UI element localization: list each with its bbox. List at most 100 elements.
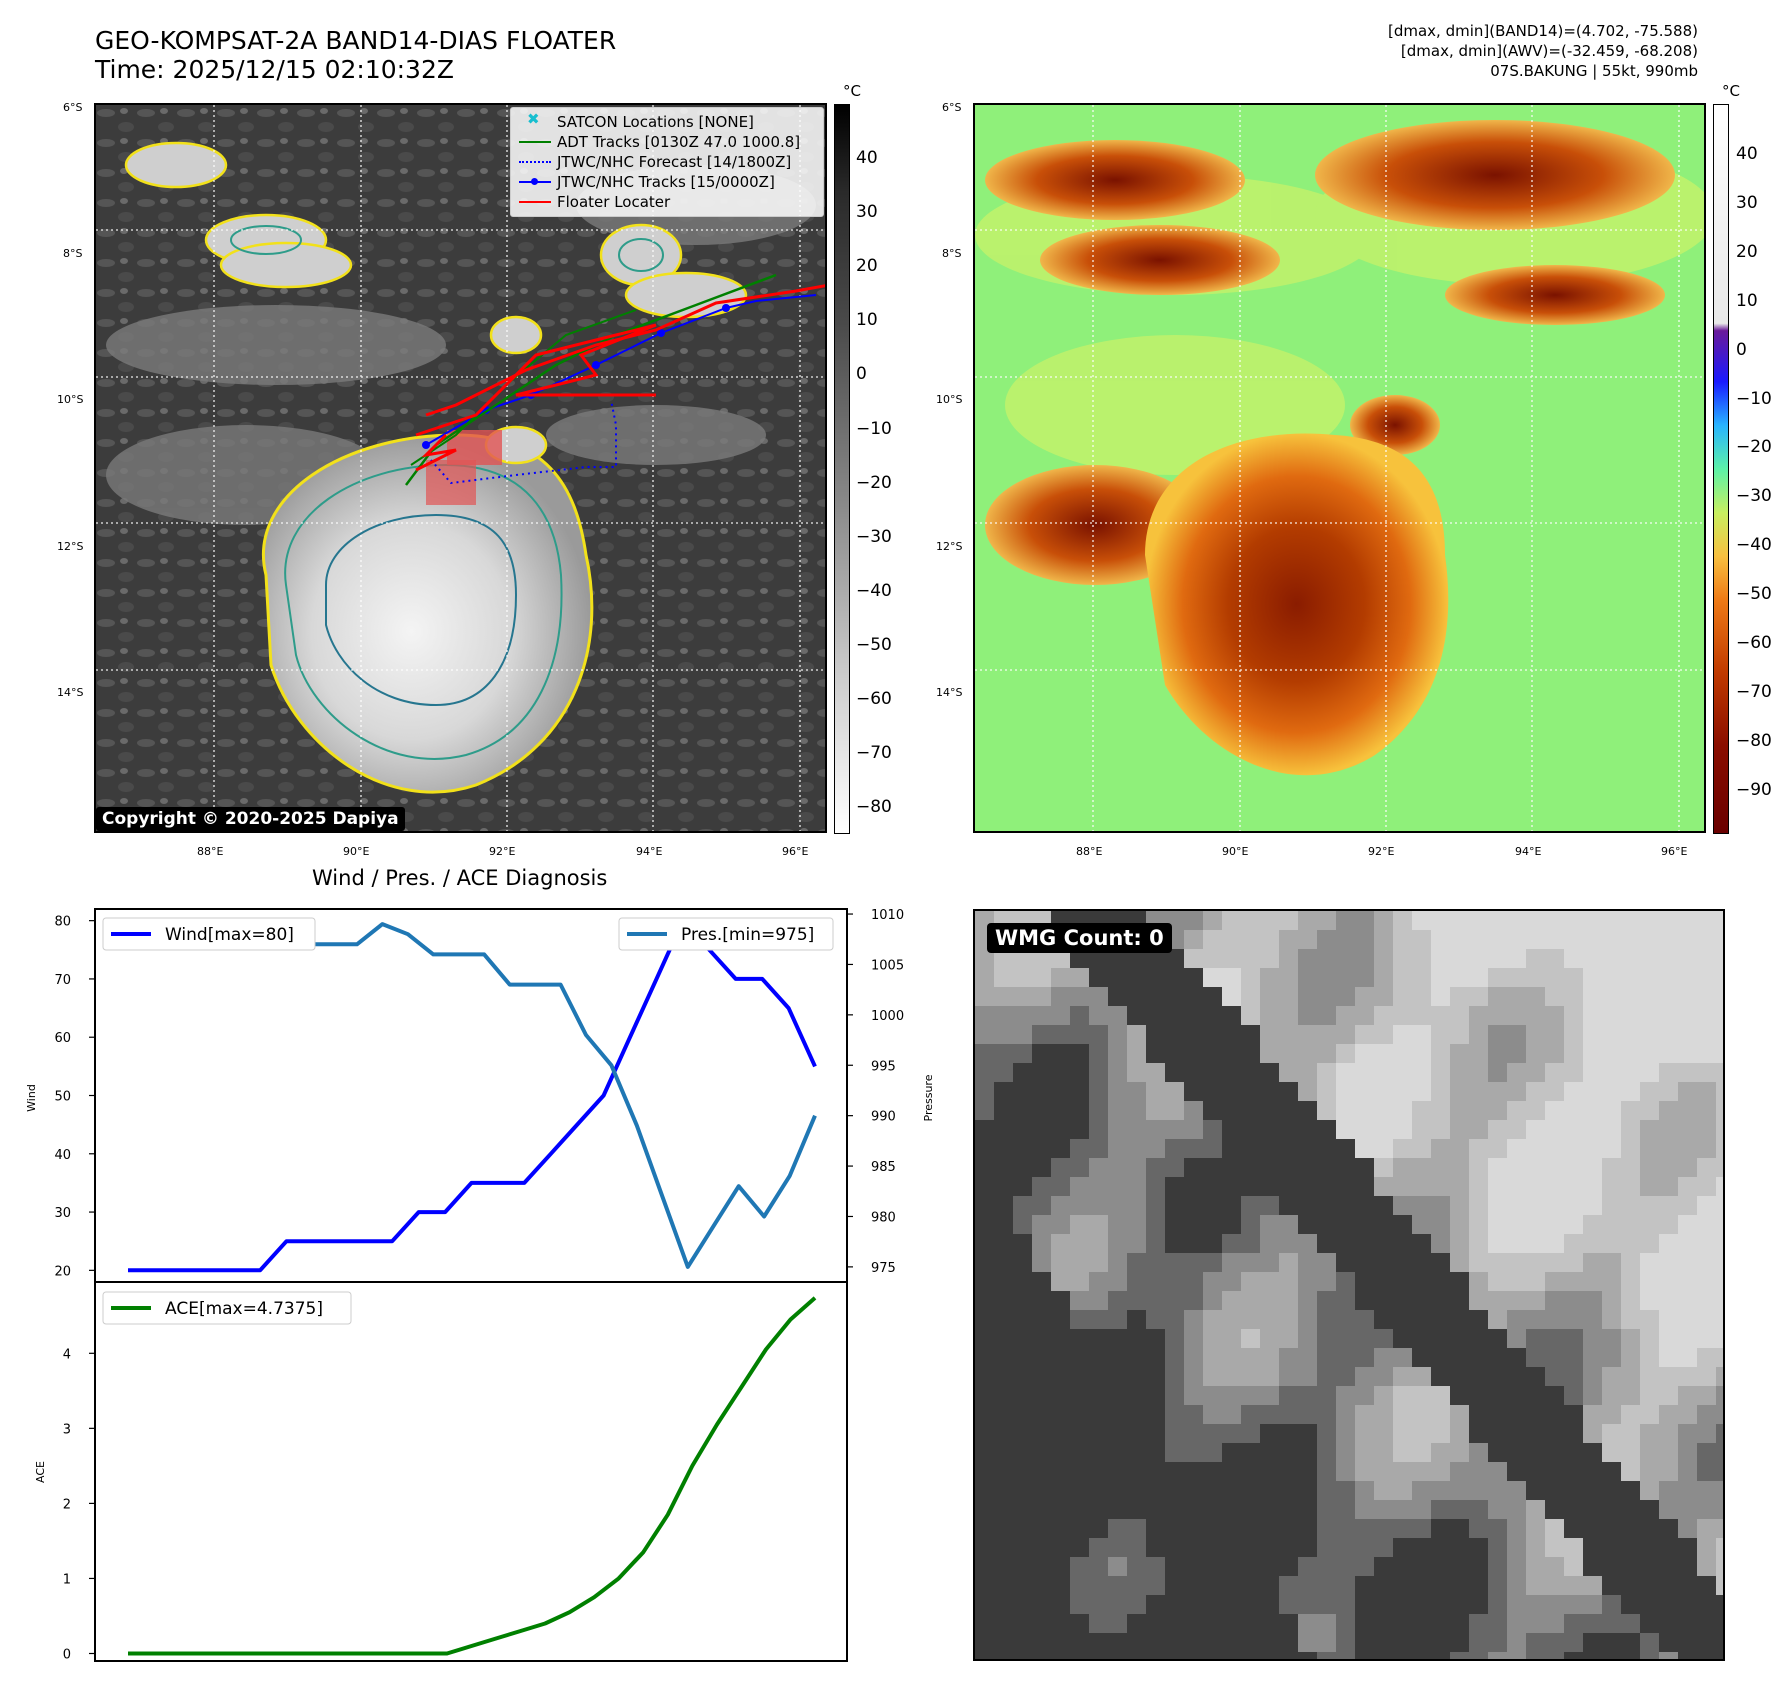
wmg-cell (1450, 1633, 1470, 1653)
wmg-cell (1108, 1614, 1128, 1634)
wmg-cell (1469, 1481, 1489, 1501)
wmg-cell (1564, 1120, 1584, 1140)
wmg-cell (1450, 1576, 1470, 1596)
wmg-cell (1393, 1481, 1413, 1501)
wmg-cell (1564, 1063, 1584, 1083)
wmg-cell (1108, 1443, 1128, 1463)
wmg-cell (1640, 930, 1660, 950)
wmg-cell (1640, 987, 1660, 1007)
wmg-cell (1659, 1652, 1679, 1659)
wmg-cell (1336, 949, 1356, 969)
wmg-cell (1469, 1557, 1489, 1577)
wmg-cell (1526, 1177, 1546, 1197)
wmg-cell (1507, 1253, 1527, 1273)
wmg-cell (1659, 1481, 1679, 1501)
wmg-cell (1032, 1500, 1052, 1520)
wmg-cell (1621, 1082, 1641, 1102)
wmg-cell (1013, 1443, 1033, 1463)
wmg-cell (1013, 1652, 1033, 1659)
wmg-cell (1431, 1367, 1451, 1387)
wmg-cell (1602, 1310, 1622, 1330)
wmg-cell (1013, 949, 1033, 969)
wmg-cell (1412, 1386, 1432, 1406)
wmg-cell (1393, 1595, 1413, 1615)
wmg-cell (1108, 1310, 1128, 1330)
wmg-cell (1241, 1462, 1261, 1482)
wmg-cell (1450, 987, 1470, 1007)
wmg-cell (1640, 1481, 1660, 1501)
wmg-cell (1070, 1500, 1090, 1520)
wmg-cell (1640, 1443, 1660, 1463)
lon-label: 88°E (1076, 845, 1103, 858)
wmg-cell (1526, 1348, 1546, 1368)
wmg-cell (1545, 1025, 1565, 1045)
wmg-cell (1393, 1139, 1413, 1159)
wmg-cell (1279, 1557, 1299, 1577)
wmg-cell (1640, 1177, 1660, 1197)
wmg-cell (1184, 1272, 1204, 1292)
wmg-cell (1678, 1405, 1698, 1425)
wmg-cell (1640, 1329, 1660, 1349)
wmg-cell (1108, 1538, 1128, 1558)
wmg-cell (1412, 949, 1432, 969)
wmg-cell (1488, 1652, 1508, 1659)
wmg-cell (1621, 949, 1641, 969)
wmg-cell (1355, 1253, 1375, 1273)
wmg-cell (1317, 1234, 1337, 1254)
wmg-cell (1640, 1272, 1660, 1292)
wmg-cell (1089, 1291, 1109, 1311)
wmg-cell (1184, 1386, 1204, 1406)
wmg-cell (1621, 1158, 1641, 1178)
wmg-cell (1279, 1576, 1299, 1596)
wmg-cell (1013, 1101, 1033, 1121)
wmg-cell (975, 1443, 995, 1463)
wmg-cell (1146, 1519, 1166, 1539)
wmg-cell (1146, 1177, 1166, 1197)
wmg-cell (1507, 1405, 1527, 1425)
wmg-cell (1260, 1500, 1280, 1520)
copyright-badge: Copyright © 2020-2025 Dapiya (96, 807, 405, 831)
wmg-cell (1374, 1595, 1394, 1615)
wmg-cell (1450, 1348, 1470, 1368)
colorbar-grayscale (834, 104, 850, 834)
wmg-cell (1488, 1538, 1508, 1558)
wmg-cell (1374, 1101, 1394, 1121)
wmg-cell (1678, 1158, 1698, 1178)
wmg-cell (1716, 1519, 1723, 1539)
wmg-cell (1241, 1196, 1261, 1216)
lat-label: 12°S (57, 540, 84, 553)
wmg-cell (1659, 1063, 1679, 1083)
wmg-cell (1374, 987, 1394, 1007)
timestamp: Time: 2025/12/15 02:10:32Z (95, 55, 454, 84)
wmg-cell (1678, 949, 1698, 969)
wmg-cell (1108, 1633, 1128, 1653)
wind-series-line (128, 918, 817, 1273)
wmg-cell (1469, 1158, 1489, 1178)
wmg-cell (1051, 968, 1071, 988)
wmg-cell (1374, 1348, 1394, 1368)
wmg-cell (1108, 1348, 1128, 1368)
wmg-cell (1526, 1538, 1546, 1558)
wmg-cell (1032, 1481, 1052, 1501)
wmg-cell (1127, 968, 1147, 988)
wmg-cell (1051, 1272, 1071, 1292)
wmg-cell (1184, 911, 1204, 931)
legend-label: ADT Tracks [0130Z 47.0 1000.8] (557, 133, 801, 151)
wmg-cell (1355, 911, 1375, 931)
wmg-cell (1450, 1158, 1470, 1178)
wmg-cell (1488, 987, 1508, 1007)
wmg-cell (1317, 1367, 1337, 1387)
wmg-cell (1146, 1576, 1166, 1596)
wmg-cell (1146, 1025, 1166, 1045)
wmg-cell (1678, 1177, 1698, 1197)
wmg-cell (1545, 968, 1565, 988)
wmg-cell (1127, 1557, 1147, 1577)
wmg-cell (1146, 1481, 1166, 1501)
wmg-cell (1184, 1367, 1204, 1387)
wmg-cell (1298, 1101, 1318, 1121)
pressure-tick-label: 1005 (871, 958, 904, 973)
wmg-cell (1716, 1082, 1723, 1102)
wmg-cell (1469, 1120, 1489, 1140)
wmg-cell (1165, 1462, 1185, 1482)
wmg-cell (1431, 949, 1451, 969)
